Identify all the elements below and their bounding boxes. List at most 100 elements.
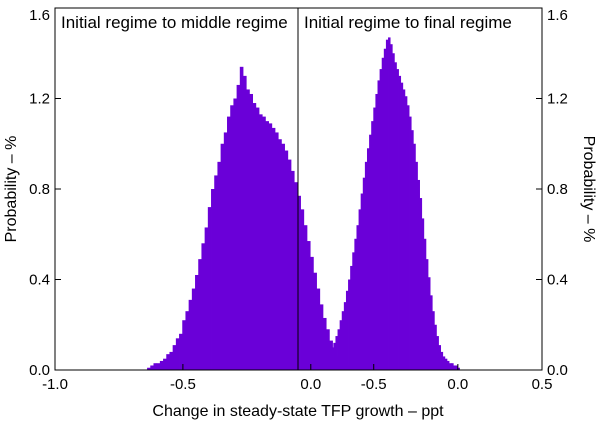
x-tick-label: 0.0 <box>300 376 321 393</box>
panel-title-left: Initial regime to middle regime <box>61 13 288 32</box>
histogram-bar <box>343 302 347 371</box>
histogram-bar <box>322 360 326 370</box>
histogram-bar <box>364 161 368 370</box>
histogram-bar <box>310 256 314 371</box>
histogram-bar <box>449 363 452 370</box>
histogram-bar <box>358 209 362 370</box>
histogram-bar <box>172 345 177 370</box>
histogram-bar <box>455 365 458 370</box>
histogram-bar <box>220 143 225 370</box>
histogram-bar <box>258 114 263 370</box>
histogram-bar <box>369 134 372 370</box>
histogram-bar <box>354 238 357 370</box>
histogram-bar <box>402 89 406 370</box>
panel-title-right: Initial regime to final regime <box>304 13 512 32</box>
bars-layer <box>147 37 460 371</box>
histogram-bar <box>166 354 170 370</box>
histogram-bar <box>198 259 202 370</box>
histogram-bar <box>297 195 301 370</box>
histogram-bar <box>236 84 241 371</box>
histogram-bar <box>453 365 456 370</box>
histogram-bar <box>335 336 338 370</box>
histogram-bar <box>265 121 269 371</box>
histogram-bar <box>350 265 353 370</box>
histogram-bar <box>281 143 285 370</box>
histogram-bar <box>322 317 327 370</box>
histogram-bar <box>409 116 412 370</box>
histogram-bar <box>339 320 343 370</box>
histogram-bar <box>446 360 450 370</box>
histogram-bar <box>214 175 218 370</box>
histogram-bar <box>333 342 336 370</box>
histogram-bar <box>438 345 442 370</box>
histogram-bar <box>318 365 322 370</box>
histogram-bar <box>271 127 276 370</box>
histogram-bar <box>383 48 387 370</box>
histogram-bar <box>373 107 376 371</box>
histogram-bar <box>436 336 439 370</box>
right-y-tick-label: 1.2 <box>547 91 568 108</box>
histogram-bar <box>169 351 174 370</box>
histogram-bar <box>223 132 228 370</box>
histogram-bar <box>352 252 355 370</box>
x-axis-label: Change in steady-state TFP growth – ppt <box>152 403 444 420</box>
right-y-tick-label: 0.4 <box>547 272 568 289</box>
histogram-bar <box>163 358 167 370</box>
histogram-bar <box>398 75 402 371</box>
histogram-bar <box>425 259 429 370</box>
histogram-bar <box>366 148 370 370</box>
x-tick-label: -1.0 <box>42 376 68 393</box>
histogram-bar <box>182 320 186 370</box>
left-y-tick-label: 1.2 <box>29 91 50 108</box>
histogram-bar <box>434 324 437 370</box>
histogram-bar <box>201 243 206 370</box>
x-tick-label: 0.5 <box>532 376 553 393</box>
histogram-bar <box>390 44 393 370</box>
histogram-bar <box>356 225 359 370</box>
histogram-bar <box>268 123 273 370</box>
histogram-bar <box>457 367 460 370</box>
histogram-bar <box>230 105 234 370</box>
x-tick-label: 0.0 <box>447 376 468 393</box>
histogram-bar <box>411 130 414 370</box>
histogram-bar <box>175 338 180 370</box>
histogram-bar <box>246 89 250 370</box>
histogram-bar <box>150 365 154 370</box>
histogram-bar <box>341 311 345 370</box>
histogram-bar <box>362 177 366 370</box>
histogram-bar <box>360 193 364 370</box>
histogram-bar <box>211 189 215 370</box>
histogram-bar <box>313 272 317 370</box>
histogram-bar <box>394 62 397 371</box>
histogram-bar <box>262 116 266 370</box>
left-y-tick-label: 0.4 <box>29 272 50 289</box>
y-axis-label-left: Probability – % <box>3 136 20 243</box>
x-tick-label: -0.5 <box>170 376 196 393</box>
histogram-bar <box>156 363 161 370</box>
histogram-bar <box>385 39 389 371</box>
histogram-bar <box>379 69 383 370</box>
right-y-ticks: 0.0 0.4 0.8 1.2 1.6 <box>536 7 568 379</box>
histogram-bar <box>427 277 431 370</box>
histogram-bar <box>243 75 247 371</box>
right-y-tick-label: 0.8 <box>547 181 568 198</box>
histogram-bar <box>274 132 279 370</box>
histogram-bar <box>413 143 416 370</box>
left-y-tick-label: 0.0 <box>29 362 50 379</box>
right-y-tick-label: 1.6 <box>547 7 568 24</box>
histogram-bar <box>392 53 395 370</box>
histogram-bar <box>227 116 231 370</box>
histogram-bar <box>345 290 349 370</box>
histogram-bar <box>451 363 454 370</box>
left-y-tick-label: 0.8 <box>29 181 50 198</box>
histogram-bar <box>316 367 320 370</box>
histogram-bar <box>191 288 196 370</box>
histogram-bar <box>406 105 410 370</box>
left-y-tick-label: 1.6 <box>29 7 50 24</box>
histogram-bar <box>444 358 448 370</box>
histogram-bar <box>306 241 311 370</box>
histogram-bar <box>195 274 199 370</box>
histogram-bar <box>290 170 295 370</box>
histogram-bar <box>327 356 330 370</box>
